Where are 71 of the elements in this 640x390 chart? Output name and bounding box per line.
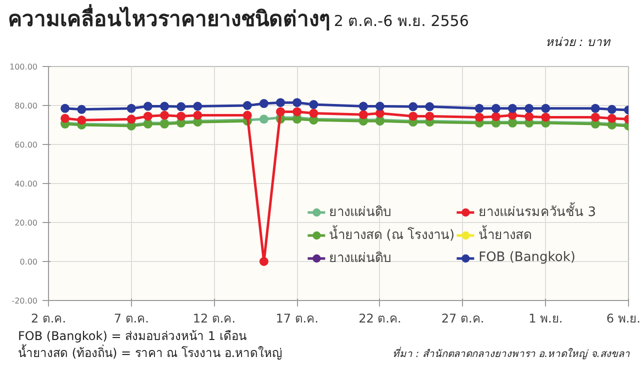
point <box>541 112 550 122</box>
point <box>358 102 368 111</box>
x-tick-label: 2 ต.ค. <box>30 312 66 326</box>
point <box>425 112 434 121</box>
legend-label: น้ำยางสด <box>478 224 532 245</box>
point <box>425 102 434 112</box>
point <box>309 100 318 110</box>
point <box>408 112 418 121</box>
point <box>474 112 484 122</box>
point <box>491 104 500 113</box>
point <box>193 110 202 120</box>
x-tick-label: 17 ต.ค. <box>276 312 318 326</box>
point <box>126 114 136 124</box>
point <box>590 104 600 113</box>
point <box>77 104 86 114</box>
point <box>276 98 285 108</box>
point <box>143 112 152 121</box>
point <box>607 114 616 123</box>
point <box>259 99 268 108</box>
legend-label: ยางแผ่นดิบ <box>329 204 392 222</box>
point <box>160 102 169 111</box>
point <box>176 112 186 121</box>
point <box>524 112 534 122</box>
point <box>259 257 268 266</box>
x-tick-label: 12 ต.ค. <box>192 312 236 326</box>
point <box>541 104 550 113</box>
legend-label: FOB (Bangkok) <box>478 250 576 265</box>
y-tick-label: 60.00 <box>14 140 38 150</box>
point <box>309 108 318 118</box>
point <box>259 114 268 124</box>
point <box>474 104 484 113</box>
point <box>508 104 517 113</box>
point <box>292 107 302 116</box>
point <box>408 102 418 112</box>
y-tick-label: 100.00 <box>10 62 38 72</box>
point <box>143 102 152 111</box>
point <box>524 104 534 113</box>
x-tick-label: 1 พ.ย. <box>528 312 563 326</box>
point <box>292 98 302 108</box>
y-tick-label: 20.00 <box>14 218 38 228</box>
text: ที่มา : สำนักตลาดกลางยางพารา อ.หาดใหญ่ จ.สงขลา <box>392 348 630 362</box>
point <box>60 104 70 113</box>
point <box>126 104 136 113</box>
chart-subtitle: 2 ต.ค.-6 พ.ย. 2556 <box>334 12 469 30</box>
x-tick-label: 6 พ.ย. <box>606 312 640 326</box>
y-tick-label: 0.00 <box>20 258 38 266</box>
y-tick-label: 80.00 <box>14 102 38 110</box>
point <box>590 112 600 122</box>
legend-label: น้ำยางสด (ณ โรงงาน) <box>329 224 455 245</box>
point <box>160 110 169 120</box>
point <box>242 101 252 110</box>
text: FOB (Bangkok) = ส่งมอบล่วงหน้า 1 เดือน <box>18 329 246 343</box>
point <box>375 102 384 111</box>
point <box>176 102 186 112</box>
x-tick-label: 27 ต.ค. <box>441 312 484 326</box>
x-tick-label: 22 ต.ค. <box>358 312 402 326</box>
point <box>276 107 285 116</box>
legend-label: ยางแผ่นรมควันชั้น 3 <box>478 201 596 222</box>
text: น้ำยางสด (ท้องถิ่น) = ราคา ณ โรงงาน อ.หาดใหญ่ <box>18 345 282 362</box>
point <box>193 102 202 111</box>
point <box>607 104 616 114</box>
legend-label: ยางแผ่นดิบ <box>329 250 392 268</box>
text: หน่วย : บาท <box>545 35 612 49</box>
y-tick-label: 40.00 <box>14 180 38 188</box>
y-tick-label: -20.00 <box>12 296 38 306</box>
point <box>60 114 70 123</box>
point <box>491 112 500 122</box>
point <box>358 110 368 120</box>
x-tick-label: 7 ต.ค. <box>114 312 149 326</box>
point <box>77 116 86 125</box>
point <box>242 110 252 120</box>
